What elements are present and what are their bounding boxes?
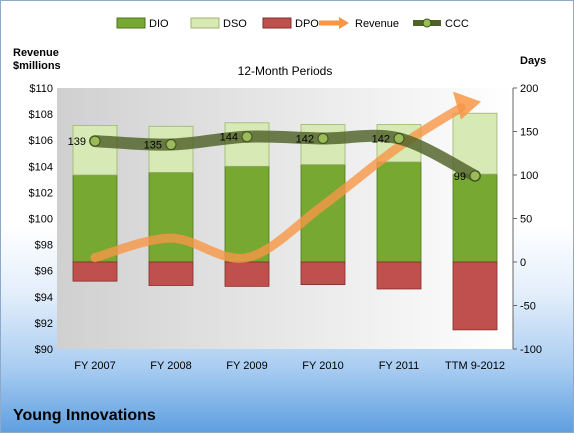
legend-label: DSO	[223, 18, 247, 30]
right-tick-label: 150	[520, 127, 538, 139]
left-tick-label: $108	[29, 109, 53, 121]
ccc-marker	[393, 132, 405, 144]
left-tick-label: $100	[29, 214, 53, 226]
category-label: TTM 9-2012	[445, 360, 505, 372]
chart-title: 12-Month Periods	[238, 64, 333, 78]
ccc-data-label: 142	[372, 133, 390, 145]
ccc-data-label: 142	[296, 133, 314, 145]
legend-swatch-dso	[190, 17, 220, 29]
bar-dpo	[452, 261, 498, 331]
right-tick-label: -50	[520, 301, 536, 313]
legend-swatch-revenue-head	[339, 17, 349, 29]
bar-dpo	[72, 261, 118, 282]
right-tick-label: 200	[520, 83, 538, 95]
right-tick-label: 100	[520, 170, 538, 182]
legend-swatch-dio	[116, 17, 146, 29]
ccc-marker	[317, 132, 329, 144]
left-tick-label: $102	[29, 187, 53, 199]
company-name: Young Innovations	[13, 407, 156, 424]
ccc-line	[89, 129, 481, 182]
bar-dio	[376, 161, 422, 263]
legend-swatch-ccc-marker	[422, 18, 432, 28]
bar-dso	[300, 124, 346, 165]
ccc-data-label: 135	[144, 140, 162, 152]
ccc-marker	[165, 139, 177, 151]
ccc-marker	[89, 135, 101, 147]
bar-dpo	[300, 261, 346, 286]
left-tick-label: $106	[29, 135, 53, 147]
right-axis-title: Days	[520, 55, 547, 67]
right-tick-label: 0	[520, 257, 526, 269]
legend-swatch-dpo	[262, 17, 292, 29]
bar-dpo	[376, 261, 422, 290]
ccc-data-label: 139	[68, 136, 86, 148]
ccc-marker	[469, 170, 481, 182]
category-label: FY 2007	[74, 360, 115, 372]
bar-dpo	[224, 261, 270, 287]
bar-dso	[72, 125, 118, 176]
category-label: FY 2010	[302, 360, 343, 372]
left-tick-label: $98	[35, 240, 53, 252]
legend-label: DPO	[295, 18, 319, 30]
bar-dpo	[148, 261, 194, 286]
left-tick-label: $94	[35, 292, 53, 304]
bar-dio	[224, 165, 270, 263]
left-tick-label: $110	[29, 83, 53, 95]
left-axis-title-line2: $millions	[13, 60, 61, 72]
legend-label: Revenue	[355, 18, 399, 30]
left-axis-title: Revenue $millions	[13, 47, 61, 73]
left-tick-label: $104	[29, 161, 53, 173]
left-axis-title-line1: Revenue	[13, 47, 59, 59]
bar-dio	[148, 171, 194, 263]
left-tick-label: $92	[35, 318, 53, 330]
right-tick-label: 50	[520, 214, 532, 226]
ccc-data-label: 99	[454, 171, 466, 183]
bar-dso	[224, 122, 270, 167]
bar-dio	[452, 173, 498, 263]
category-label: FY 2009	[226, 360, 267, 372]
ccc-data-label: 144	[220, 132, 238, 144]
revenue-arrowhead	[453, 91, 481, 120]
plot-area	[57, 88, 513, 349]
legend-label: DIO	[149, 18, 169, 30]
left-tick-label: $96	[35, 266, 53, 278]
bar-dio	[72, 174, 118, 263]
right-tick-label: -100	[520, 344, 542, 356]
category-label: FY 2011	[379, 360, 420, 372]
legend-label: CCC	[445, 18, 469, 30]
ccc-marker	[241, 131, 253, 143]
left-tick-label: $90	[35, 344, 53, 356]
category-label: FY 2008	[150, 360, 191, 372]
